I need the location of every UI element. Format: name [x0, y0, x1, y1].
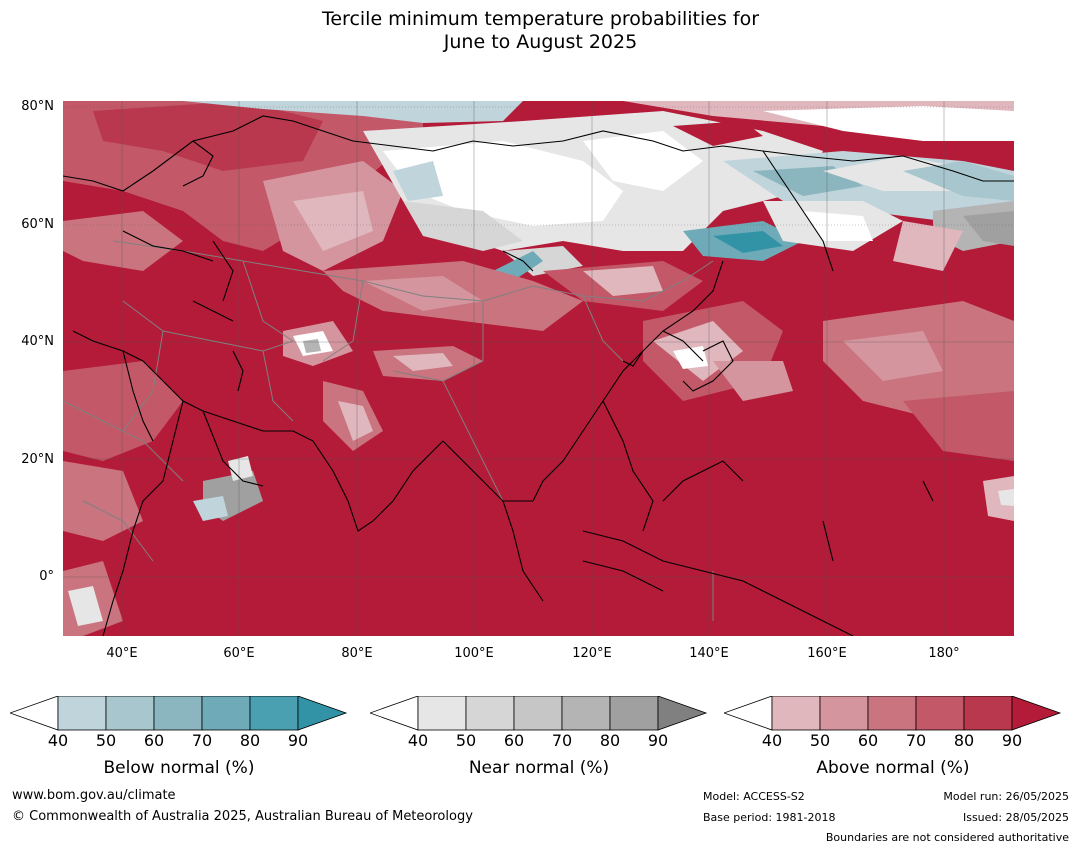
- lon-label-160e: 160°E: [807, 646, 847, 661]
- chart-title: Tercile minimum temperature probabilitie…: [0, 8, 1081, 54]
- country-borders: [63, 240, 714, 621]
- probability-map: [63, 101, 1014, 636]
- legend-below-ticks: 40 50 60 70 80 90: [47, 731, 309, 750]
- legend-below-caption: Below normal (%): [103, 758, 255, 778]
- lat-label-0: 0°: [39, 569, 54, 584]
- legend-above-swatch-3: [867, 696, 917, 731]
- lat-label-60n: 60°N: [21, 217, 54, 232]
- legend-above-swatch-4: [915, 696, 965, 731]
- coastlines: [63, 115, 1014, 636]
- title-line-2: June to August 2025: [443, 31, 638, 53]
- legend-above-swatch-2: [819, 696, 869, 731]
- legend-above-max-triangle: [1011, 696, 1062, 731]
- legend-below-swatch-5: [249, 696, 299, 731]
- legend-near-caption: Near normal (%): [468, 758, 610, 778]
- lon-label-180: 180°: [928, 646, 960, 661]
- legend-near-ticks: 40 50 60 70 80 90: [407, 731, 669, 750]
- legend-near: 40 50 60 70 80 90 Near normal (%): [370, 690, 708, 780]
- legend-above: 40 50 60 70 80 90 Above normal (%): [724, 690, 1062, 780]
- legend-below-swatch-1: [57, 696, 107, 731]
- lat-label-20n: 20°N: [21, 452, 54, 467]
- legend-below: 40 50 60 70 80 90 Below normal (%): [10, 690, 348, 780]
- legend-near-max-triangle: [657, 696, 708, 731]
- lon-label-40e: 40°E: [106, 646, 138, 661]
- footer-base-period: Base period: 1981-2018: [703, 811, 836, 824]
- legend-below-min-triangle: [10, 696, 59, 731]
- legend-above-min-triangle: [724, 696, 773, 731]
- lon-label-120e: 120°E: [572, 646, 612, 661]
- footer-model: Model: ACCESS-S2: [703, 790, 805, 803]
- legend-near-swatch-5: [609, 696, 659, 731]
- lon-label-140e: 140°E: [689, 646, 729, 661]
- lon-label-80e: 80°E: [341, 646, 373, 661]
- legend-below-swatch-3: [153, 696, 203, 731]
- title-line-1: Tercile minimum temperature probabilitie…: [321, 8, 760, 30]
- lon-label-60e: 60°E: [223, 646, 255, 661]
- lat-label-80n: 80°N: [21, 99, 54, 114]
- footer-disclaimer: Boundaries are not considered authoritat…: [825, 831, 1069, 844]
- legend-near-min-triangle: [370, 696, 419, 731]
- legend-above-caption: Above normal (%): [816, 758, 970, 778]
- legend-near-swatch-3: [513, 696, 563, 731]
- legend-above-ticks: 40 50 60 70 80 90: [761, 731, 1023, 750]
- footer-issued: Issued: 28/05/2025: [962, 811, 1069, 824]
- legend-above-swatch-5: [963, 696, 1013, 731]
- legend-near-swatch-1: [417, 696, 467, 731]
- legend-below-max-triangle: [297, 696, 348, 731]
- legend-near-swatch-2: [465, 696, 515, 731]
- lat-label-40n: 40°N: [21, 334, 54, 349]
- legend-below-swatch-2: [105, 696, 155, 731]
- legend-near-swatch-4: [561, 696, 611, 731]
- lon-label-100e: 100°E: [454, 646, 494, 661]
- footer-copyright: © Commonwealth of Australia 2025, Austra…: [12, 809, 473, 824]
- footer-model-run: Model run: 26/05/2025: [943, 790, 1069, 803]
- legend-above-swatch-1: [771, 696, 821, 731]
- footer-url[interactable]: www.bom.gov.au/climate: [12, 788, 176, 803]
- legend-below-swatch-4: [201, 696, 251, 731]
